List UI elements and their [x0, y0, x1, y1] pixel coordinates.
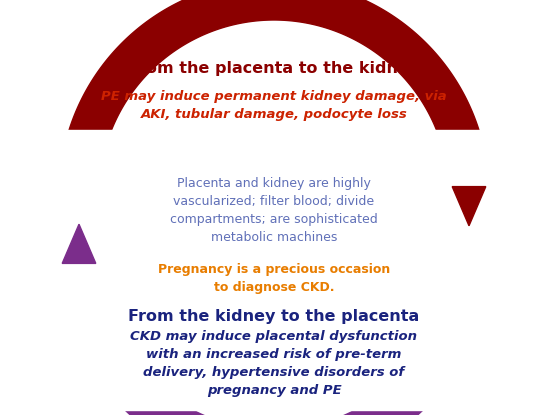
Polygon shape — [59, 255, 489, 415]
Text: CKD may induce placental dysfunction
with an increased risk of pre-term
delivery: CKD may induce placental dysfunction wit… — [130, 330, 418, 396]
Text: Placenta and kidney are highly
vascularized; filter blood; divide
compartments; : Placenta and kidney are highly vasculari… — [170, 176, 378, 244]
Polygon shape — [452, 187, 486, 226]
Text: From the placenta to the kidney: From the placenta to the kidney — [128, 61, 420, 76]
Text: PE may induce permanent kidney damage, via
AKI, tubular damage, podocyte loss: PE may induce permanent kidney damage, v… — [101, 90, 447, 120]
Bar — [55, 130, 495, 410]
Text: From the kidney to the placenta: From the kidney to the placenta — [128, 308, 420, 324]
Polygon shape — [62, 224, 96, 264]
Polygon shape — [59, 0, 489, 195]
Text: Pregnancy is a precious occasion
to diagnose CKD.: Pregnancy is a precious occasion to diag… — [158, 263, 390, 293]
